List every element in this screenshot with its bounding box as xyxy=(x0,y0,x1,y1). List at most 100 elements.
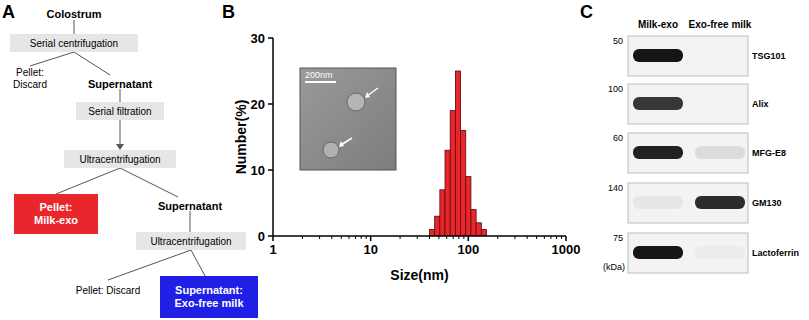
connector xyxy=(74,20,75,34)
protein-label: TSG101 xyxy=(752,51,786,61)
connector xyxy=(191,250,205,276)
panel-label: A xyxy=(2,2,15,22)
connector xyxy=(120,120,121,145)
x-minor-tick xyxy=(438,236,439,239)
y-tick-label: 10 xyxy=(251,163,265,178)
node-text: Exo-free milk xyxy=(174,297,244,309)
connector xyxy=(74,52,110,75)
histogram-bar xyxy=(445,150,450,236)
node-text: Pellet: xyxy=(16,67,44,78)
connector xyxy=(190,211,191,232)
x-tick-label: 10 xyxy=(363,242,377,257)
x-minor-tick xyxy=(458,236,459,239)
blot-membrane xyxy=(628,133,748,173)
y-tick xyxy=(268,37,273,39)
protein-label: Alix xyxy=(752,99,769,109)
x-minor-tick xyxy=(366,236,367,239)
y-tick xyxy=(268,169,273,171)
node-text: Serial filtration xyxy=(88,106,151,117)
process-box xyxy=(10,34,138,52)
inset-image xyxy=(300,68,396,170)
y-tick-label: 20 xyxy=(251,97,265,112)
unit-label: (kDa) xyxy=(603,262,625,272)
protein-label: Lactoferrin xyxy=(752,248,799,258)
panel-label: C xyxy=(580,2,593,22)
connector xyxy=(120,89,121,102)
x-minor-tick xyxy=(355,236,356,239)
node-text: Serial centrifugation xyxy=(30,38,118,49)
result-box xyxy=(14,194,98,234)
connector xyxy=(30,52,74,66)
histogram-bar xyxy=(466,177,471,236)
inset-arrowhead xyxy=(365,92,370,98)
node-text: Pellet: xyxy=(39,201,72,213)
histogram-bar xyxy=(450,111,455,236)
y-tick-label: 0 xyxy=(258,229,265,244)
node-text: Supernatant xyxy=(88,78,153,90)
x-tick xyxy=(565,236,567,241)
blot-row: 50 TSG101 xyxy=(613,36,786,76)
x-axis-label: Size(nm) xyxy=(390,267,448,283)
histogram-bar xyxy=(481,229,486,236)
x-axis xyxy=(273,235,566,237)
x-minor-tick xyxy=(556,236,557,239)
x-minor-tick xyxy=(341,236,342,239)
x-minor-tick xyxy=(544,236,545,239)
x-minor-tick xyxy=(536,236,537,239)
x-minor-tick xyxy=(446,236,447,239)
node-text: Supernatant: xyxy=(175,284,243,296)
y-tick-label: 30 xyxy=(251,31,265,46)
blot-membrane xyxy=(628,233,748,273)
marker-label: 50 xyxy=(613,36,623,46)
band xyxy=(633,49,683,62)
flow-node: Pellet: Discard xyxy=(76,285,140,296)
histogram-bar xyxy=(461,130,466,236)
node-text: Pellet: Discard xyxy=(76,285,140,296)
x-minor-tick xyxy=(514,236,515,239)
blot-membrane xyxy=(628,36,748,76)
flow-node: Pellet:Milk-exo xyxy=(14,194,98,234)
node-text: Supernatant xyxy=(158,200,223,212)
marker-label: 75 xyxy=(613,233,623,243)
tem-inset: 200nm xyxy=(300,68,396,170)
marker-label: 100 xyxy=(608,84,623,94)
x-minor-tick xyxy=(453,236,454,239)
x-minor-tick xyxy=(527,236,528,239)
flow-node: Ultracentrifugation xyxy=(136,232,246,250)
process-box xyxy=(136,232,246,250)
vesicle xyxy=(347,93,365,111)
protein-label: GM130 xyxy=(752,198,782,208)
histogram-bar xyxy=(435,216,440,236)
flow-node: Serial filtration xyxy=(76,102,164,120)
panel-label: B xyxy=(222,2,235,22)
flow-node: Pellet:Discard xyxy=(13,67,47,90)
inset-arrowhead xyxy=(339,141,344,147)
x-tick-label: 100 xyxy=(457,242,479,257)
blot-membrane xyxy=(628,84,748,124)
node-text: Discard xyxy=(13,79,47,90)
y-axis-label: Number(%) xyxy=(233,100,249,175)
node-text: Colostrum xyxy=(47,8,102,20)
blot-membrane xyxy=(628,183,748,223)
protein-label: MFG-E8 xyxy=(752,148,786,158)
band xyxy=(633,97,683,110)
lane-header: Milk-exo xyxy=(638,19,678,30)
x-minor-tick xyxy=(561,236,562,239)
histogram-bar xyxy=(476,223,481,236)
histogram-bar xyxy=(471,210,476,236)
x-minor-tick xyxy=(348,236,349,239)
y-tick xyxy=(268,103,273,105)
scale-bar-label: 200nm xyxy=(305,70,333,80)
blot-row: 140GM130 xyxy=(608,183,782,223)
result-box xyxy=(160,276,258,318)
process-box xyxy=(64,150,176,168)
blot-row: 75 Lactoferrin xyxy=(613,233,799,273)
histogram-bar xyxy=(429,229,434,236)
x-minor-tick xyxy=(302,236,303,239)
band xyxy=(695,196,745,209)
node-text: Ultracentrifugation xyxy=(150,236,231,247)
x-minor-tick xyxy=(400,236,401,239)
blot-row: 100 Alix xyxy=(608,84,769,124)
figure: A B C Colostrum Serial centrifugation Pellet:… xyxy=(0,0,809,320)
lane-header: Exo-free milk xyxy=(689,19,752,30)
